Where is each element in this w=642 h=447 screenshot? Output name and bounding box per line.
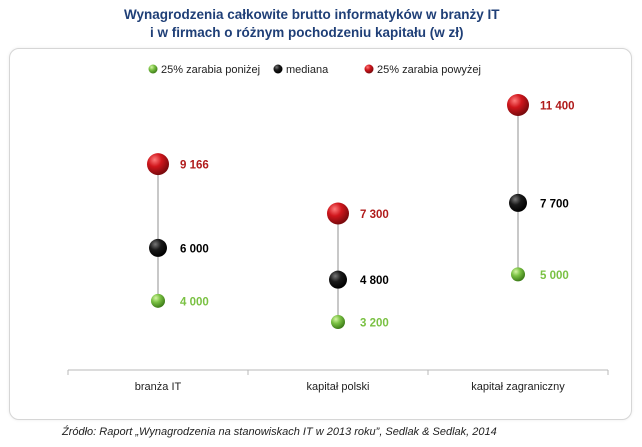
legend-marker-3 — [364, 64, 374, 74]
point-25-zarabia-poni-ej-bran-a-it — [151, 293, 165, 308]
source-note: Źródło: Raport „Wynagrodzenia na stanowi… — [62, 426, 497, 438]
legend-label-1: 25% zarabia poniżej — [161, 64, 260, 76]
data-label-25-zarabia-poni-ej-kapita-polski: 3 200 — [360, 318, 389, 330]
chart-panel — [9, 48, 632, 420]
point-25-zarabia-poni-ej-kapita-polski — [331, 315, 345, 329]
chart-title: Wynagrodzenia całkowite brutto informaty… — [0, 6, 642, 42]
point-mediana-kapita-polski — [329, 270, 347, 289]
title-line-2: i w firmach o różnym pochodzeniu kapitał… — [150, 25, 464, 40]
legend-marker-1 — [148, 64, 158, 74]
data-label-mediana-kapita-zagraniczny: 7 700 — [540, 198, 569, 210]
x-tick-label-kapita-zagraniczny: kapitał zagraniczny — [471, 381, 565, 393]
data-label-25-zarabia-poni-ej-kapita-zagraniczny: 5 000 — [540, 270, 569, 282]
point-25-zarabia-powy-ej-kapita-polski — [327, 202, 349, 225]
legend-label-2: mediana — [286, 64, 329, 76]
legend-label-3: 25% zarabia powyżej — [377, 64, 481, 76]
point-25-zarabia-poni-ej-kapita-zagraniczny — [511, 267, 525, 282]
x-tick-label-kapita-polski: kapitał polski — [307, 381, 370, 393]
data-label-mediana-kapita-polski: 4 800 — [360, 275, 389, 287]
point-25-zarabia-powy-ej-kapita-zagraniczny — [507, 94, 529, 116]
data-label-mediana-bran-a-it: 6 000 — [180, 243, 209, 255]
data-label-25-zarabia-powy-ej-bran-a-it: 9 166 — [180, 160, 209, 172]
x-tick-label-bran-a-it: branża IT — [135, 381, 182, 393]
point-mediana-kapita-zagraniczny — [509, 193, 527, 212]
point-25-zarabia-powy-ej-bran-a-it — [147, 153, 169, 176]
data-label-25-zarabia-poni-ej-bran-a-it: 4 000 — [180, 296, 209, 308]
point-mediana-bran-a-it — [149, 238, 167, 257]
data-label-25-zarabia-powy-ej-kapita-zagraniczny: 11 400 — [540, 101, 575, 113]
data-label-25-zarabia-powy-ej-kapita-polski: 7 300 — [360, 209, 389, 221]
title-line-1: Wynagrodzenia całkowite brutto informaty… — [124, 7, 500, 22]
legend-marker-2 — [273, 64, 283, 74]
